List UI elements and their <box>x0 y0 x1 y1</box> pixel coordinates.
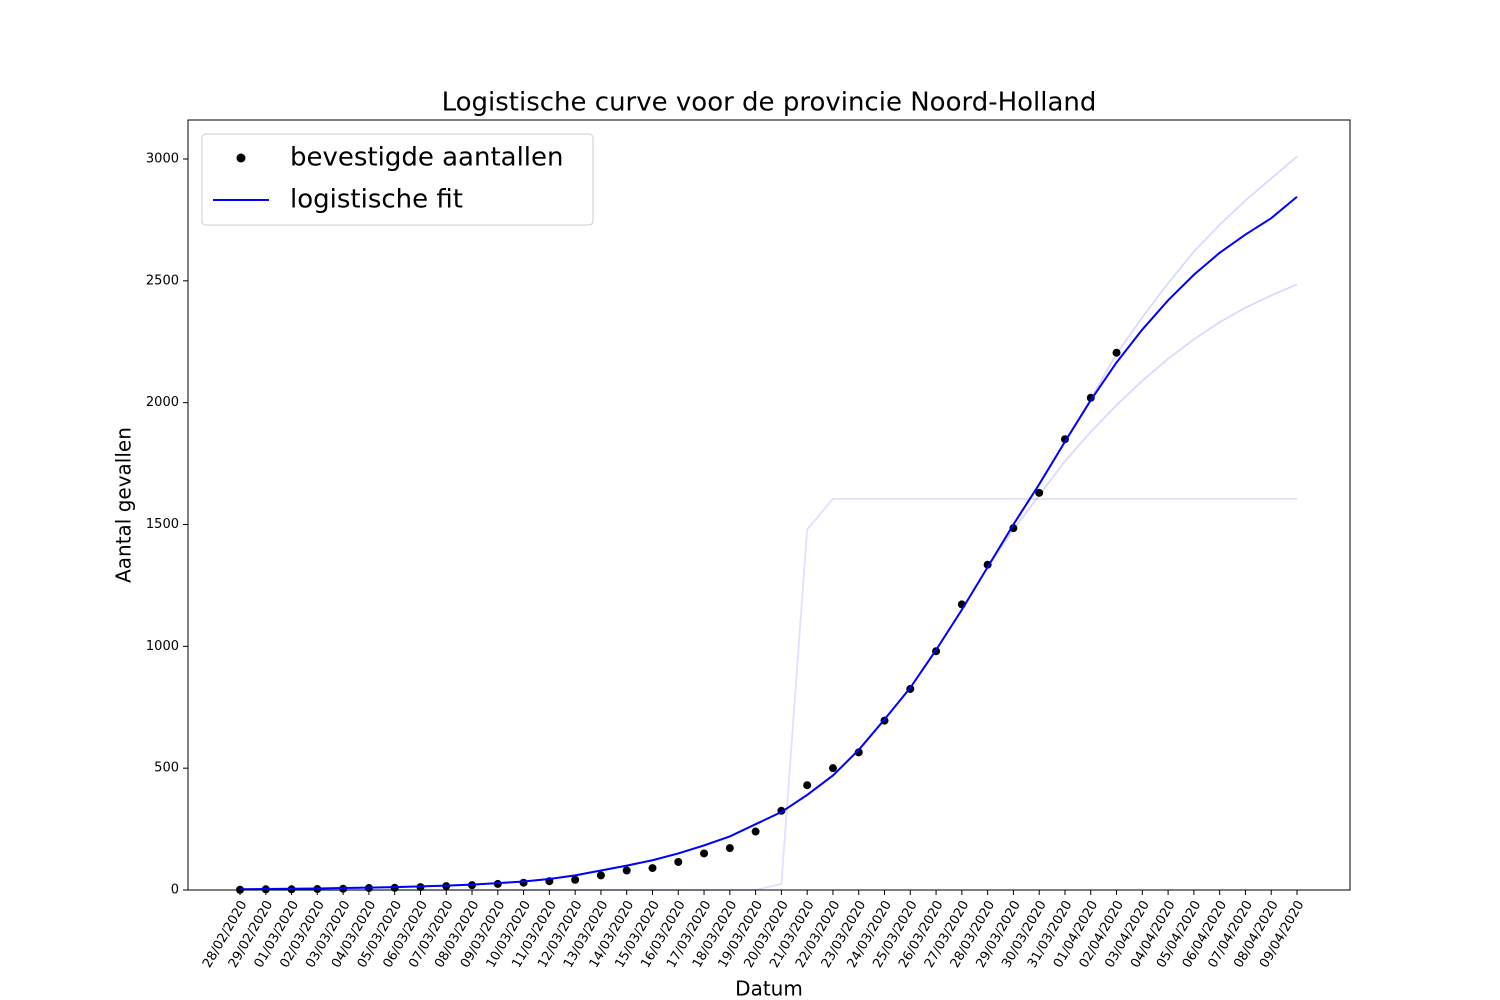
fit-line <box>240 498 1297 891</box>
data-point <box>828 764 837 773</box>
data-point <box>571 875 580 884</box>
y-tick-label: 1000 <box>146 639 179 654</box>
data-point <box>803 781 812 790</box>
data-point <box>1035 488 1044 497</box>
y-tick-label: 500 <box>154 761 179 776</box>
data-point <box>622 866 631 875</box>
data-point <box>854 748 863 757</box>
legend-label: bevestigde aantallen <box>290 143 564 173</box>
data-point <box>751 827 760 836</box>
x-axis-label: Datum <box>735 977 803 1000</box>
y-tick-label: 2000 <box>146 395 179 410</box>
legend-label: logistische fit <box>290 185 463 215</box>
y-tick-label: 0 <box>171 883 179 898</box>
chart-title: Logistische curve voor de provincie Noor… <box>442 88 1097 118</box>
y-tick-label: 2500 <box>146 273 179 288</box>
fit-line <box>239 155 1298 891</box>
data-point <box>700 849 709 858</box>
legend-box <box>201 133 594 226</box>
legend-marker <box>236 153 246 163</box>
fit-line <box>239 283 1298 891</box>
y-axis-label: Aantal gevallen <box>112 427 136 583</box>
fit-line <box>239 195 1298 891</box>
data-point <box>674 857 683 866</box>
data-point <box>725 844 734 853</box>
y-tick-label: 3000 <box>146 151 179 166</box>
data-point <box>1112 348 1121 357</box>
data-point <box>596 871 605 880</box>
data-point <box>648 864 657 873</box>
plot-frame <box>187 119 1351 891</box>
y-tick-label: 1500 <box>146 517 179 532</box>
data-point <box>519 878 528 887</box>
